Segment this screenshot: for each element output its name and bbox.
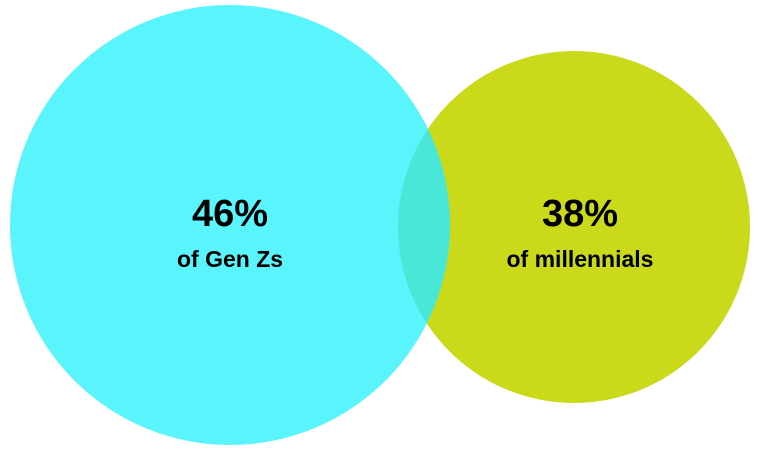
gen-z-percentage: 46% (192, 193, 268, 235)
millennials-circle (398, 51, 750, 403)
millennials-percentage: 38% (542, 193, 618, 235)
millennials-caption: of millennials (507, 246, 654, 272)
gen-z-circle (10, 5, 450, 445)
gen-z-caption: of Gen Zs (177, 246, 283, 272)
